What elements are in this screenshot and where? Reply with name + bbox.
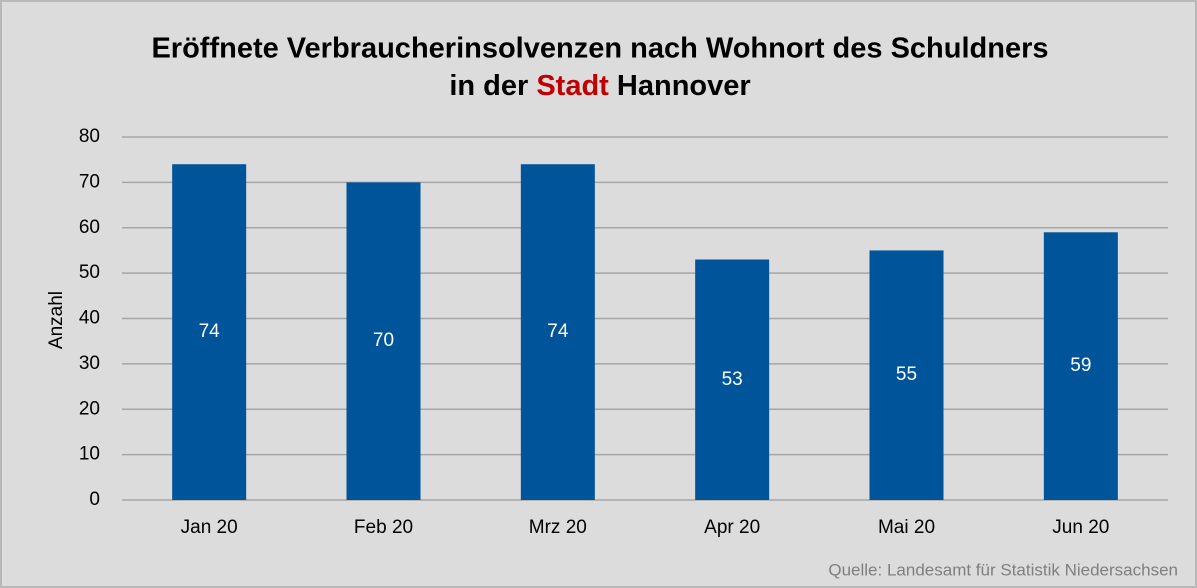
x-tick-label: Mai 20 [878,517,935,538]
x-tick-label: Jun 20 [1052,517,1109,538]
data-label: 55 [896,364,917,385]
bar [520,164,595,500]
y-tick-label: 40 [79,308,100,329]
data-label: 74 [199,321,221,342]
x-tick-label: Mrz 20 [529,517,587,538]
chart-title-line2: in der Stadt Hannover [449,70,750,102]
source: Quelle: Landesamt für Statistik Niedersa… [828,560,1178,579]
data-label: 59 [1070,355,1091,376]
y-tick-label: 30 [79,353,100,374]
x-tick-label: Feb 20 [354,517,413,538]
y-tick-label: 70 [79,171,100,192]
y-tick-label: 80 [79,126,100,147]
bar [695,259,770,500]
y-tick-label: 0 [89,489,100,510]
title-part: in der [449,70,528,102]
y-tick-label: 10 [79,444,100,465]
bar [869,250,944,500]
title-part: Hannover [617,70,751,102]
title-highlight: Stadt [536,70,609,102]
bar [346,182,421,500]
data-label: 74 [547,321,569,342]
y-tick-label: 60 [79,217,100,238]
data-label: 53 [722,369,743,390]
data-label: 70 [373,330,394,351]
x-tick-label: Jan 20 [181,517,238,538]
y-tick-label: 50 [79,262,100,283]
y-tick-label: 20 [79,398,100,419]
bar [1043,232,1118,500]
y-axis-label: Anzahl [46,291,67,349]
x-tick-label: Apr 20 [704,517,760,538]
bar [172,164,247,500]
chart-title: Eröffnete Verbraucherinsolvenzen nach Wo… [151,33,1048,65]
